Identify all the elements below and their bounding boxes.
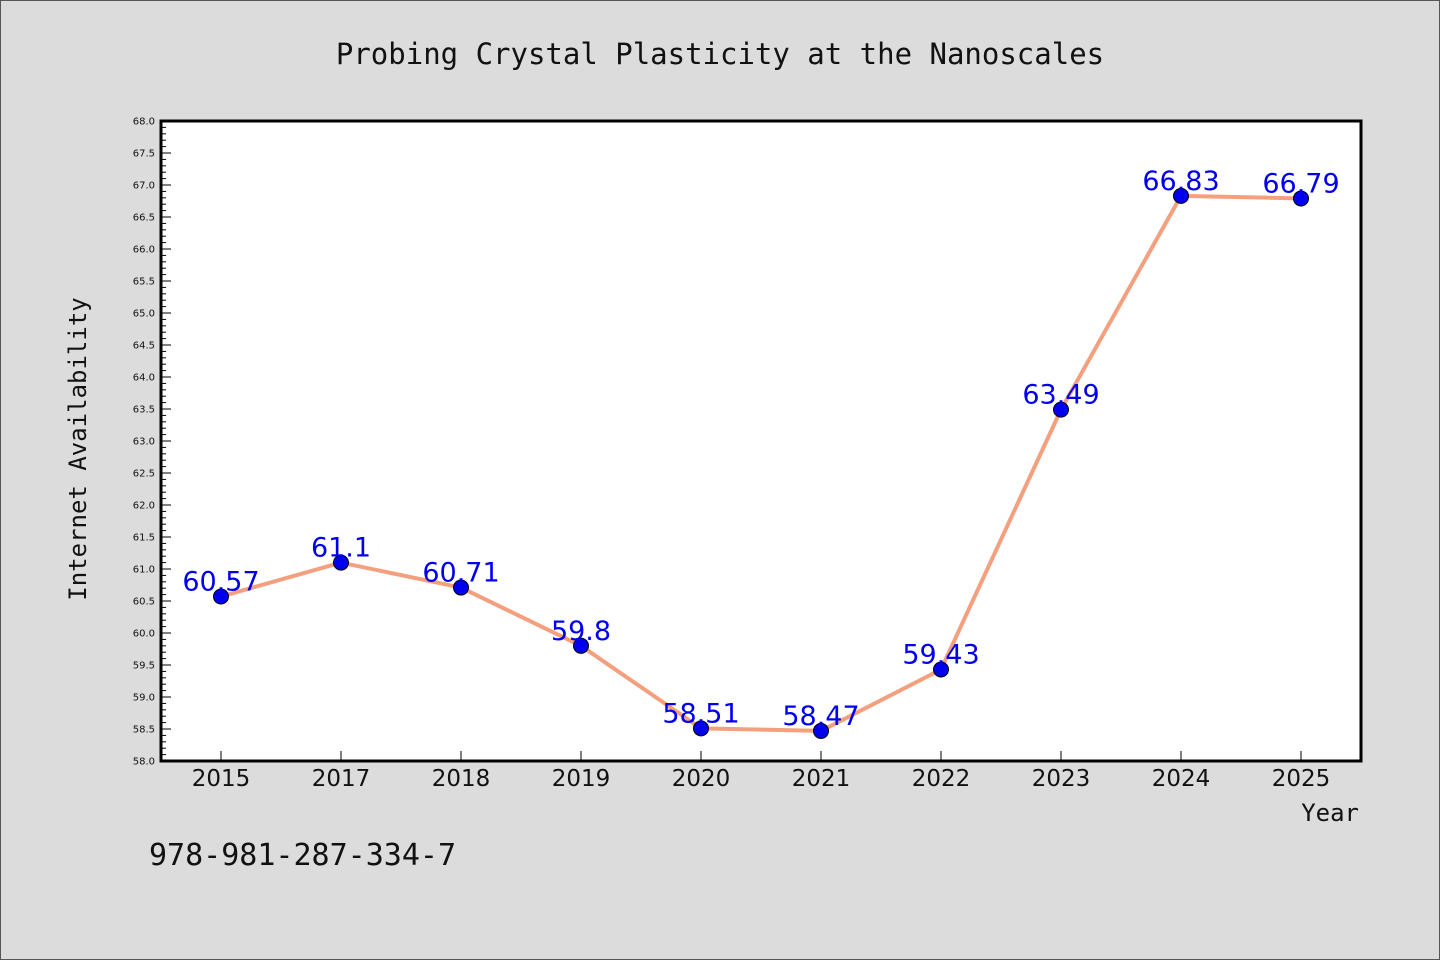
x-tick-label: 2018 xyxy=(432,766,491,792)
y-tick-label: 58.0 xyxy=(133,757,155,768)
data-point xyxy=(573,637,589,654)
x-tick-label: 2017 xyxy=(312,766,371,792)
data-label: 66.83 xyxy=(1142,166,1219,197)
y-tick-label: 63.5 xyxy=(133,405,155,416)
y-tick-label: 67.0 xyxy=(133,181,155,192)
data-point xyxy=(813,722,829,739)
data-point xyxy=(1053,401,1069,418)
data-label: 59.43 xyxy=(902,639,979,670)
y-tick-label: 59.5 xyxy=(133,661,155,672)
footnote-isbn: 978-981-287-334-7 xyxy=(149,838,456,873)
data-point xyxy=(1293,190,1309,207)
y-axis: 58.0 58.5 59.0 59.5 60.0 60.5 61.0 61.5 62.0 62.5… xyxy=(133,117,171,768)
y-tick-label: 65.5 xyxy=(133,277,155,288)
y-tick-label: 66.0 xyxy=(133,245,155,256)
y-tick-label: 60.0 xyxy=(133,629,155,640)
data-label: 61.1 xyxy=(311,533,371,564)
data-label: 60.57 xyxy=(182,567,259,598)
y-tick-label: 62.0 xyxy=(133,501,155,512)
y-tick-label: 63.0 xyxy=(133,437,155,448)
data-label: 58.51 xyxy=(662,698,739,729)
y-tick-label: 64.5 xyxy=(133,341,155,352)
x-tick-label: 2024 xyxy=(1152,766,1211,792)
y-tick-label: 61.5 xyxy=(133,533,155,544)
y-tick-label: 68.0 xyxy=(133,117,155,128)
data-point xyxy=(453,579,469,596)
chart-title: Probing Crystal Plasticity at the Nanosc… xyxy=(336,37,1104,71)
x-tick-label: 2019 xyxy=(552,766,611,792)
y-tick-label: 60.5 xyxy=(133,597,155,608)
series-group xyxy=(213,187,1309,739)
data-label: 59.8 xyxy=(551,616,611,647)
data-label: 60.71 xyxy=(422,558,499,589)
y-tick-label: 64.0 xyxy=(133,373,155,384)
y-tick-label: 58.5 xyxy=(133,725,155,736)
data-point xyxy=(933,661,949,678)
data-label: 66.79 xyxy=(1262,168,1339,199)
data-point xyxy=(333,554,349,571)
x-tick-label: 2025 xyxy=(1272,766,1331,792)
y-tick-label: 65.0 xyxy=(133,309,155,320)
x-axis: 2015 2017 2018 2019 2020 2021 2022 2023 2024 2025 xyxy=(192,751,1331,792)
x-tick-label: 2020 xyxy=(672,766,731,792)
y-tick-label: 62.5 xyxy=(133,469,155,480)
y-tick-label: 59.0 xyxy=(133,693,155,704)
x-tick-label: 2022 xyxy=(912,766,971,792)
x-tick-label: 2015 xyxy=(192,766,251,792)
y-tick-label: 61.0 xyxy=(133,565,155,576)
plot-frame xyxy=(159,119,1363,763)
series-line xyxy=(219,193,1303,733)
data-labels: 60.57 61.1 60.71 59.8 58.51 58.47 59.43 63.49 66… xyxy=(182,166,1339,732)
data-label: 63.49 xyxy=(1022,380,1099,411)
plot-area xyxy=(161,121,1361,761)
y-tick-label: 66.5 xyxy=(133,213,155,224)
data-label: 58.47 xyxy=(782,701,859,732)
data-point xyxy=(213,588,229,605)
x-axis-title: Year xyxy=(1301,799,1359,827)
data-point xyxy=(693,720,709,737)
y-tick-label: 67.5 xyxy=(133,149,155,160)
x-tick-label: 2023 xyxy=(1032,766,1091,792)
x-tick-label: 2021 xyxy=(792,766,851,792)
data-point xyxy=(1173,187,1189,204)
y-axis-title: Internet Availability xyxy=(64,297,92,600)
